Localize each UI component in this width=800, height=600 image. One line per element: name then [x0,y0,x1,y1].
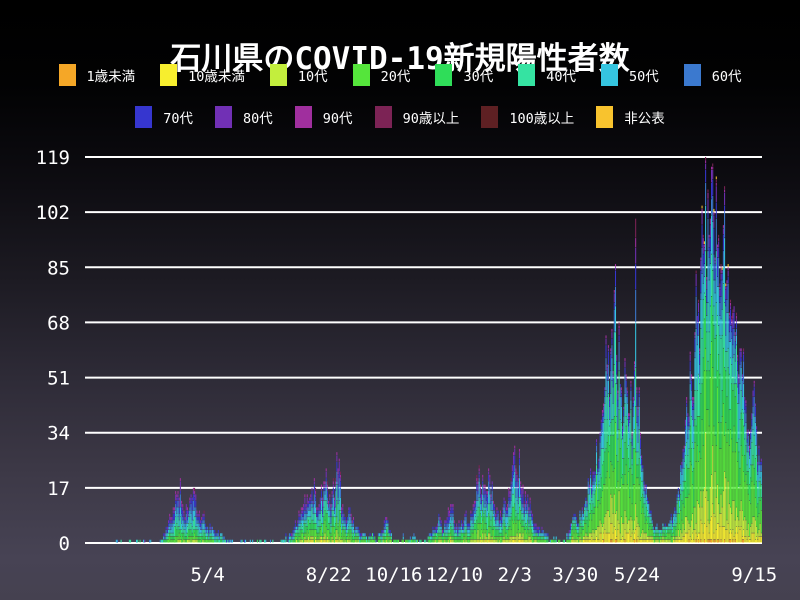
legend-item: 10歳未満 [160,64,245,86]
y-tick-label: 34 [47,423,70,445]
legend-color-swatch [600,64,618,86]
y-tick-label: 102 [36,202,70,224]
bars-layer [115,157,762,543]
legend-color-swatch [435,64,453,86]
y-tick-label: 51 [47,368,70,390]
x-tick-label: 2/3 [498,564,532,586]
legend-label: 30代 [463,69,494,85]
y-axis-tick-labels: 0 17 34 51 68 85 102 119 [36,147,70,555]
legend-label: 40代 [546,69,576,85]
legend-color-swatch [596,106,614,128]
x-tick-label: 5/4 [191,564,225,586]
legend-color-swatch [160,64,178,86]
legend-row-1: 1歳未満 10歳未満 10代 20代 30代 40代 50代 60代 [0,64,800,86]
x-tick-label: 9/15 [731,564,777,586]
y-tick-label: 0 [59,533,70,555]
x-tick-label: 3/30 [552,564,598,586]
legend-label: 1歳未満 [86,69,136,85]
legend-color-swatch [269,64,287,86]
legend-item: 10代 [269,64,328,86]
legend-item: 70代 [135,106,193,128]
legend-label: 100歳以上 [509,111,575,127]
legend-item: 90代 [294,106,353,128]
gridlines-layer [85,156,762,544]
legend-label: 20代 [380,69,411,85]
legend-item: 40代 [518,64,576,86]
legend-label: 非公表 [624,111,665,127]
legend-color-swatch [352,64,370,86]
legend-color-swatch [58,64,76,86]
x-tick-label: 8/22 [306,564,352,586]
chart-title: 石川県のCOVID-19新規陽性者数 [170,40,630,77]
legend-label: 80代 [243,111,273,127]
y-tick-label: 17 [47,478,70,500]
x-axis-tick-labels: 5/4 8/22 10/16 12/10 2/3 3/30 5/24 9/15 [191,564,778,586]
x-tick-label: 10/16 [365,564,422,586]
legend-label: 90代 [322,111,353,127]
legend-row-2: 70代 80代 90代 90歳以上 100歳以上 非公表 [0,106,800,128]
legend-color-swatch [481,106,499,128]
x-tick-label: 12/10 [426,564,483,586]
legend-item: 非公表 [596,106,665,128]
legend-item: 1歳未満 [58,64,136,86]
legend-label: 50代 [628,69,659,85]
legend-item: 30代 [435,64,493,86]
legend-label: 10代 [297,69,328,85]
legend-item: 20代 [352,64,411,86]
legend-label: 90歳以上 [402,111,460,127]
legend-label: 70代 [163,111,194,127]
legend-color-swatch [215,106,233,128]
x-tick-label: 5/24 [614,564,660,586]
legend-color-swatch [683,64,701,86]
legend-label: 60代 [711,69,742,85]
legend-item: 80代 [215,106,273,128]
y-tick-label: 85 [47,257,70,279]
legend-color-swatch [518,64,536,86]
y-tick-label: 68 [47,312,70,334]
legend-item: 60代 [683,64,742,86]
legend-color-swatch [135,106,153,128]
legend-label: 10歳未満 [188,69,245,85]
legend-color-swatch [374,106,392,128]
y-tick-label: 119 [36,147,70,169]
legend-item: 100歳以上 [481,106,574,128]
legend-item: 90歳以上 [374,106,460,128]
legend-color-swatch [294,106,312,128]
legend-item: 50代 [600,64,659,86]
